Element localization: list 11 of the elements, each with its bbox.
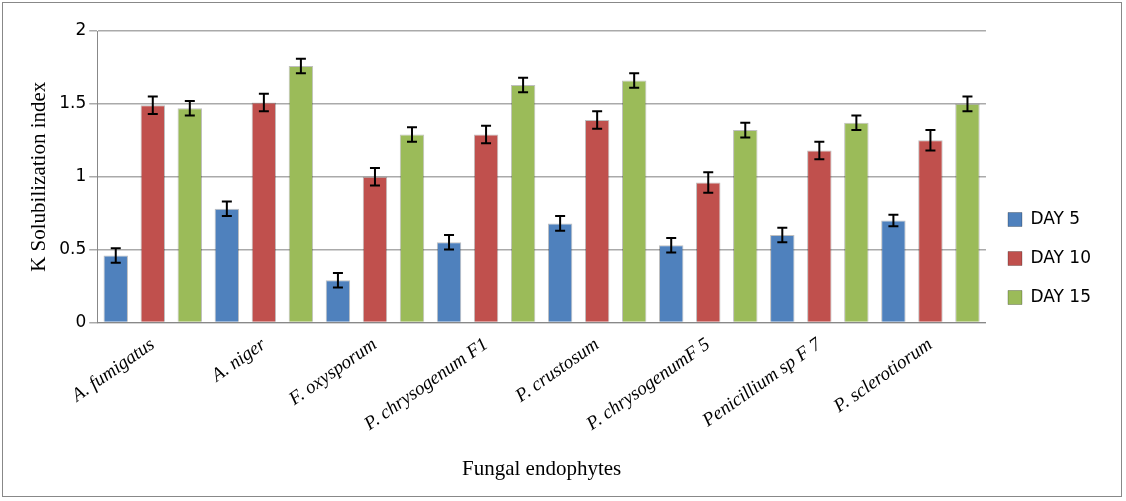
- legend-label: DAY 5: [1030, 207, 1081, 228]
- legend-label: DAY 15: [1030, 285, 1092, 306]
- y-tick-label: 1.5: [59, 92, 87, 113]
- x-tick-label: A. niger: [205, 332, 270, 387]
- y-tick-label: 0: [75, 310, 87, 331]
- y-axis-title: K Solubilization index: [26, 81, 51, 272]
- y-tick-label: 0.5: [59, 238, 87, 259]
- y-tick-label: 2: [75, 19, 87, 40]
- legend-label: DAY 10: [1030, 246, 1092, 267]
- y-tick-label: 1: [75, 165, 87, 186]
- x-axis-title: Fungal endophytes: [461, 455, 622, 480]
